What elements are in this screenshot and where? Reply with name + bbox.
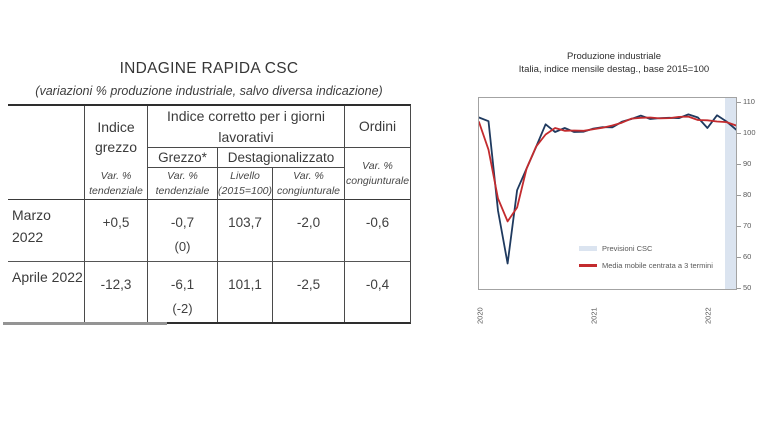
moving-average-line bbox=[479, 115, 736, 223]
legend-label: Media mobile centrata a 3 termini bbox=[602, 261, 713, 270]
table-underline-bar bbox=[3, 322, 167, 325]
cell-marzo-var-congiunturale: -2,0 bbox=[272, 199, 344, 261]
table-subtitle: (variazioni % produzione industriale, sa… bbox=[35, 84, 383, 98]
series-canvas bbox=[479, 113, 736, 265]
y-axis-tick-mark bbox=[737, 256, 741, 258]
plot-area: Previsioni CSC Media mobile centrata a 3… bbox=[478, 97, 737, 290]
legend-label: Previsioni CSC bbox=[602, 244, 653, 253]
actual-series-line bbox=[479, 113, 736, 265]
forecast-band bbox=[724, 98, 736, 289]
moving-average-swatch bbox=[579, 264, 597, 267]
chart-legend: Previsioni CSC Media mobile centrata a 3… bbox=[579, 244, 713, 270]
y-axis-tick-label: 100 bbox=[743, 127, 756, 137]
cell-marzo-corretto-grezzo-note: (0) bbox=[174, 239, 191, 254]
header-destagionalizzato: Destagionalizzato bbox=[217, 148, 344, 168]
y-axis-tick-label: 70 bbox=[743, 220, 752, 230]
cell-aprile-indice-grezzo: -12,3 bbox=[84, 261, 147, 322]
y-axis-tick-label: 80 bbox=[743, 189, 752, 199]
table-title: INDAGINE RAPIDA CSC bbox=[119, 60, 299, 77]
cell-marzo-corretto-grezzo: -0,7 (0) bbox=[147, 199, 217, 261]
x-axis-tick-label: 2021 bbox=[589, 307, 599, 324]
header-livello: Livello (2015=100) bbox=[217, 168, 272, 199]
header-ordini: Ordini bbox=[344, 106, 410, 148]
header-indice-corretto: Indice corretto per i giorni lavorativi bbox=[147, 106, 344, 148]
y-axis-tick-mark bbox=[737, 225, 741, 227]
y-axis-tick-mark bbox=[737, 132, 741, 134]
row-label-aprile-2022: Aprile 2022 bbox=[8, 261, 84, 322]
legend-item-media-mobile: Media mobile centrata a 3 termini bbox=[579, 261, 713, 270]
chart-title: Produzione industriale bbox=[566, 51, 661, 62]
y-axis-tick-mark bbox=[737, 194, 741, 196]
cell-marzo-indice-grezzo: +0,5 bbox=[84, 199, 147, 261]
header-var-congiunturale-ordini: Var. % congiunturale bbox=[344, 148, 410, 199]
y-axis-tick-mark bbox=[737, 287, 741, 289]
chart-subtitle: Italia, indice mensile destag., base 201… bbox=[518, 64, 710, 75]
y-axis-tick-label: 90 bbox=[743, 158, 752, 168]
cell-marzo-corretto-grezzo-value: -0,7 bbox=[170, 215, 195, 230]
x-axis-tick-label: 2020 bbox=[475, 307, 485, 324]
cell-aprile-var-congiunturale: -2,5 bbox=[272, 261, 344, 322]
y-axis-tick-mark bbox=[737, 102, 741, 104]
y-axis-tick-label: 110 bbox=[743, 97, 755, 107]
cell-aprile-corretto-grezzo: -6,1 (-2) bbox=[147, 261, 217, 322]
legend-item-previsioni-csc: Previsioni CSC bbox=[579, 244, 713, 253]
row-label-marzo-2022: Marzo 2022 bbox=[8, 199, 84, 261]
header-var-tendenziale-corretto: Var. % tendenziale bbox=[147, 168, 217, 199]
header-var-congiunturale-destag: Var. % congiunturale bbox=[272, 168, 344, 199]
forecast-band-swatch bbox=[579, 246, 597, 251]
x-axis-tick-label: 2022 bbox=[703, 307, 713, 324]
y-axis-tick-label: 50 bbox=[743, 282, 752, 292]
cell-marzo-ordini: -0,6 bbox=[344, 199, 410, 261]
y-axis-tick-label: 60 bbox=[743, 251, 752, 261]
industrial-production-chart: Produzione industriale Italia, indice me… bbox=[460, 48, 768, 343]
cell-aprile-ordini: -0,4 bbox=[344, 261, 410, 322]
y-axis-tick-mark bbox=[737, 163, 741, 165]
cell-aprile-corretto-grezzo-value: -6,1 bbox=[170, 277, 195, 292]
header-grezzo-corretto: Grezzo* bbox=[147, 148, 217, 168]
cell-marzo-livello: 103,7 bbox=[217, 199, 272, 261]
cell-aprile-corretto-grezzo-note: (-2) bbox=[172, 301, 193, 316]
header-indice-grezzo: Indice grezzo bbox=[84, 106, 147, 168]
cell-aprile-livello: 101,1 bbox=[217, 261, 272, 322]
production-table: Indice grezzo Indice corretto per i gior… bbox=[8, 104, 411, 324]
header-var-tendenziale-grezzo: Var. % tendenziale bbox=[84, 168, 147, 199]
